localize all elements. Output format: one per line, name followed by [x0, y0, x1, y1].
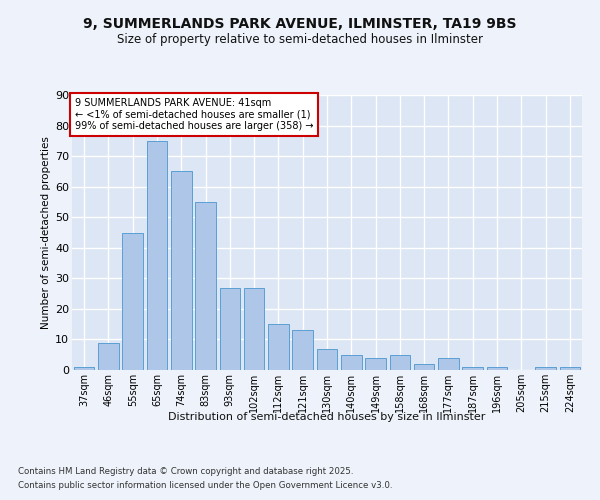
Text: Contains public sector information licensed under the Open Government Licence v3: Contains public sector information licen… [18, 481, 392, 490]
Text: Distribution of semi-detached houses by size in Ilminster: Distribution of semi-detached houses by … [169, 412, 485, 422]
Bar [98, 342, 119, 370]
Bar [220, 288, 240, 370]
Bar [292, 330, 313, 370]
Y-axis label: Number of semi-detached properties: Number of semi-detached properties [41, 136, 51, 329]
Bar [317, 348, 337, 370]
Text: 9, SUMMERLANDS PARK AVENUE, ILMINSTER, TA19 9BS: 9, SUMMERLANDS PARK AVENUE, ILMINSTER, T… [83, 18, 517, 32]
Bar [487, 367, 508, 370]
Bar [171, 172, 191, 370]
Bar [365, 358, 386, 370]
Text: Size of property relative to semi-detached houses in Ilminster: Size of property relative to semi-detach… [117, 32, 483, 46]
Bar [74, 367, 94, 370]
Bar [535, 367, 556, 370]
Bar [146, 141, 167, 370]
Bar [195, 202, 216, 370]
Bar [463, 367, 483, 370]
Bar [389, 354, 410, 370]
Bar [244, 288, 265, 370]
Text: Contains HM Land Registry data © Crown copyright and database right 2025.: Contains HM Land Registry data © Crown c… [18, 468, 353, 476]
Text: 9 SUMMERLANDS PARK AVENUE: 41sqm
← <1% of semi-detached houses are smaller (1)
9: 9 SUMMERLANDS PARK AVENUE: 41sqm ← <1% o… [74, 98, 313, 131]
Bar [122, 232, 143, 370]
Bar [438, 358, 459, 370]
Bar [560, 367, 580, 370]
Bar [341, 354, 362, 370]
Bar [414, 364, 434, 370]
Bar [268, 324, 289, 370]
